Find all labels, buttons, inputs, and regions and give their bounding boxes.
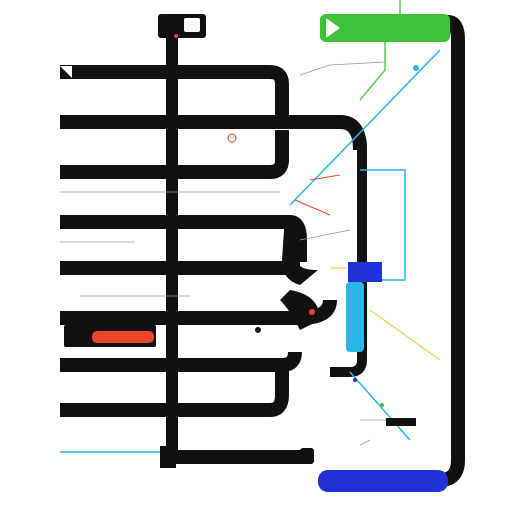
green-links [359, 0, 401, 101]
accent-links [294, 174, 441, 361]
blue-node-icon [348, 262, 382, 282]
right-connector [330, 117, 367, 377]
cyan-links [60, 49, 441, 453]
bottom-blue-banner [318, 470, 448, 492]
junction-shape [282, 215, 318, 285]
status-dot-icon [309, 309, 315, 315]
row-bars [60, 65, 367, 464]
grey-links [60, 61, 410, 446]
top-green-banner [320, 14, 450, 42]
outer-right-loop [323, 15, 465, 487]
